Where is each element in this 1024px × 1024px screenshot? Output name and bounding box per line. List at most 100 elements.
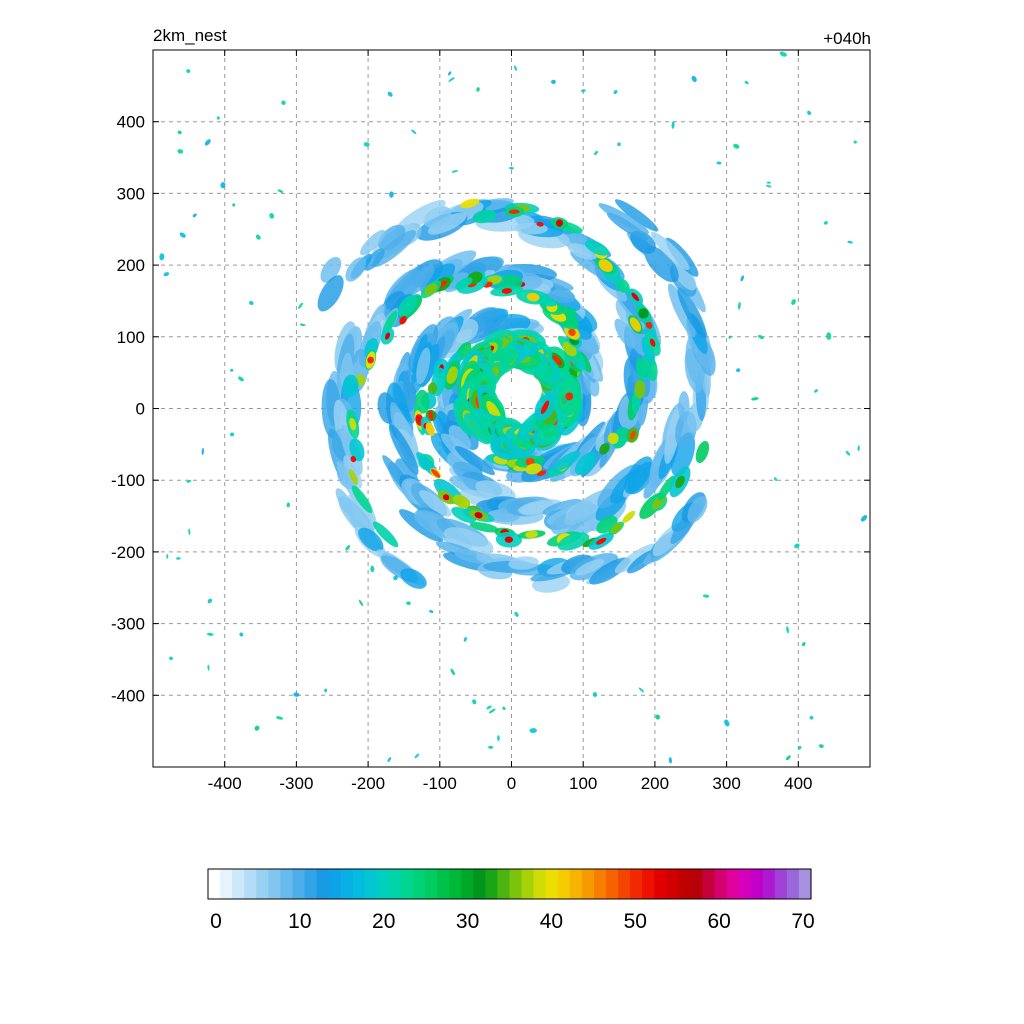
echo-cell [592,692,598,697]
echo-cell [614,318,636,349]
echo-cell [486,705,492,710]
colorbar-segment [340,869,354,899]
echo-cell [613,89,618,95]
echo-cell [206,632,214,636]
colorbar-segment [400,869,414,899]
echo-cell [169,656,173,661]
colorbar-segment [425,869,438,899]
colorbar-segment [388,869,402,899]
echo-cell [448,425,471,451]
echo-cell [455,446,495,476]
echo-cell [385,332,391,340]
echo-cell [785,755,791,761]
echo-cell [567,243,598,260]
echo-cell [446,366,458,384]
echo-cell [486,400,501,421]
echo-cell [254,725,260,731]
echo-cell [453,494,471,509]
colorbar-tick-label: 0 [210,910,222,933]
echo-cell [757,334,764,340]
echo-cell [857,445,860,452]
colorbar-segment [352,869,366,899]
echo-cell [186,479,192,483]
echo-cell [387,91,393,97]
echo-cell [389,191,394,198]
echo-cell [508,209,520,214]
echo-cell [801,642,806,647]
colorbar-segment [232,869,245,899]
y-tick-label: 400 [117,113,145,132]
echo-cell [460,198,480,209]
echo-cell [765,184,772,188]
echo-cell [779,51,787,57]
colorbar-segment [593,869,607,899]
echo-cell [598,259,613,272]
echo-cell [664,406,683,464]
echo-cell [733,143,740,149]
colorbar-tick-label: 20 [372,910,395,933]
echo-cell [286,502,291,508]
echo-cell [675,475,685,489]
y-tick-label: -200 [111,543,145,562]
colorbar-segment [774,869,788,899]
reflectivity-field [159,51,868,764]
echo-cell [349,438,365,462]
echo-cell [611,426,629,449]
echo-cell [650,231,690,270]
colorbar-segment [726,869,740,899]
echo-cell [249,300,254,306]
colorbar-frame [207,868,812,900]
colorbar-segment [485,869,499,899]
echo-cell [192,213,197,218]
echo-cell [358,599,364,606]
colorbar-segment [244,869,257,899]
echo-cell [786,626,789,634]
y-tick-label: -100 [111,471,145,490]
echo-cell [599,443,610,455]
echo-cell [551,79,556,84]
echo-cell [574,451,597,476]
echo-cell [807,110,812,115]
colorbar-tick-label: 60 [707,910,730,933]
echo-cell [525,457,535,466]
echo-cell [297,302,304,309]
echo-cell [630,430,636,440]
echo-cell [345,257,367,282]
x-tick-label: 0 [507,774,516,793]
echo-cell [728,335,732,339]
eye [509,374,542,407]
echo-cell [853,140,857,144]
echo-cell [737,301,741,310]
echo-cell [488,708,496,714]
x-tick-label: 400 [784,774,812,793]
chart-title-left: 2km_nest [153,26,227,45]
echo-cell [488,745,494,749]
echo-cell [557,532,590,551]
echo-cell [809,715,814,720]
y-tick-label: 200 [117,256,145,275]
y-tick-label: 300 [117,184,145,203]
echo-cell [501,288,512,294]
echo-cell [281,100,286,105]
echo-cell [451,506,477,523]
echo-cell [411,129,417,135]
colorbar-segment [738,869,752,899]
colorbar-tick-label: 10 [288,910,311,933]
echo-cell [736,368,741,373]
echo-cell [448,71,452,76]
echo-cell [634,379,646,399]
echo-cell [372,230,416,268]
echo-cell [631,292,640,301]
echo-cell [525,530,538,539]
echo-cell [517,499,562,515]
echo-cell [797,745,802,750]
echo-cell [536,470,547,477]
colorbar-segment [642,869,655,899]
echo-cell [641,336,655,363]
echo-cell [536,221,544,227]
colorbar-segment [364,869,378,899]
echo-cell [425,422,435,436]
echo-cell [398,294,418,318]
echo-cell [317,275,344,312]
